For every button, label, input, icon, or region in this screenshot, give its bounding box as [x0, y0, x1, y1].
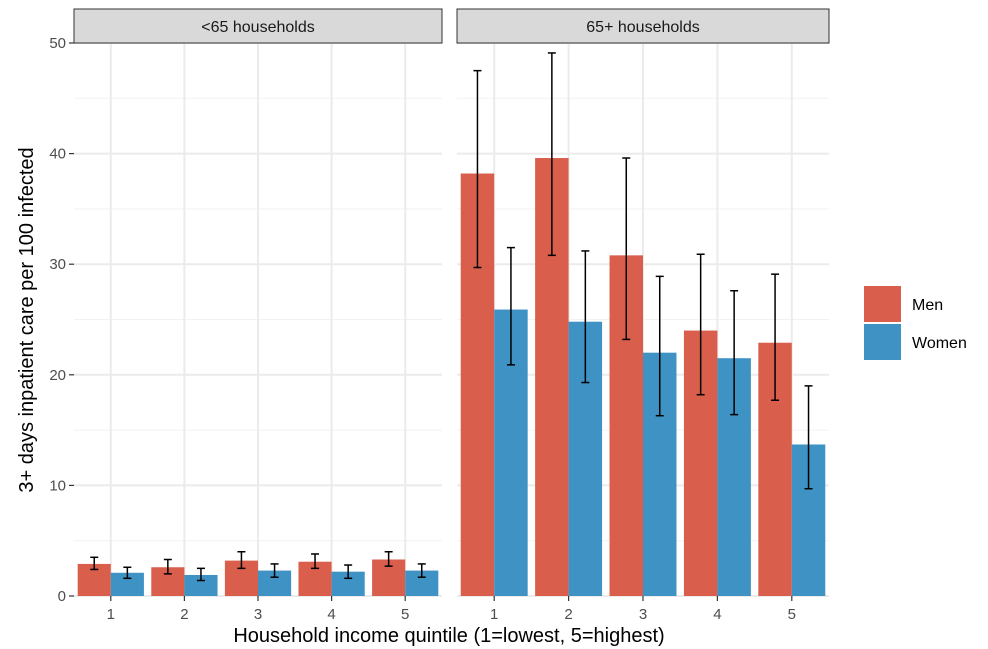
strip-label: 65+ households: [586, 19, 699, 36]
errorbar-men-1: [90, 556, 99, 571]
panel-2: 1 2 3 4 5 65+ households: [456, 8, 830, 623]
x-tick-label: 5: [788, 606, 796, 623]
y-axis-title: 3+ days inpatient care per 100 infected: [16, 147, 38, 492]
errorbar-men-1: [473, 69, 482, 269]
errorbar-men-3: [622, 157, 631, 341]
y-tick-label: 30: [49, 256, 66, 273]
strip-background: [73, 8, 443, 44]
x-tick-label: 1: [490, 606, 498, 623]
errorbar-women-1: [123, 566, 132, 580]
y-tick-label: 10: [49, 477, 66, 494]
y-axis: 0 10 20 30 40 50: [49, 35, 74, 605]
errorbar-women-3: [655, 275, 664, 417]
errorbar-women-1: [506, 246, 515, 366]
errorbar-women-5: [417, 563, 426, 578]
legend: Men Women: [864, 286, 967, 360]
errorbar-men-5: [384, 551, 393, 567]
x-tick-label: 3: [254, 606, 262, 623]
legend-key-women: [864, 324, 901, 360]
errorbar-men-4: [311, 553, 320, 570]
errorbar-men-2: [547, 52, 556, 257]
x-tick-label: 3: [639, 606, 647, 623]
strip-background: [456, 8, 830, 44]
panels-layer: 1 2 3 4 5 <65 households 1 2 3 4 5 65+ households: [73, 8, 830, 623]
errorbar-women-2: [196, 567, 205, 582]
errorbar-women-2: [581, 250, 590, 384]
x-axis-title: Household income quintile (1=lowest, 5=h…: [233, 625, 664, 647]
bar-women-2: [184, 574, 218, 596]
x-tick-label: 4: [713, 606, 721, 623]
legend-item-men: Men: [864, 286, 943, 322]
x-tick-label: 5: [401, 606, 409, 623]
errorbar-men-5: [771, 273, 780, 401]
panel-1: 1 2 3 4 5 <65 households: [73, 8, 443, 623]
errorbar-women-4: [344, 564, 353, 580]
legend-label-men: Men: [912, 297, 943, 314]
y-tick-label: 0: [58, 588, 66, 605]
x-tick-label: 4: [327, 606, 335, 623]
errorbar-women-5: [804, 385, 813, 490]
legend-label-women: Women: [912, 335, 967, 352]
errorbar-men-3: [237, 551, 246, 570]
x-tick-label: 2: [180, 606, 188, 623]
errorbar-men-4: [696, 253, 705, 396]
strip-label: <65 households: [201, 19, 314, 36]
legend-item-women: Women: [864, 324, 967, 360]
x-tick-label: 1: [107, 606, 115, 623]
y-tick-label: 40: [49, 146, 66, 163]
y-tick-label: 20: [49, 367, 66, 384]
x-tick-label: 2: [564, 606, 572, 623]
legend-key-men: [864, 286, 901, 322]
errorbar-men-2: [163, 558, 172, 575]
y-tick-label: 50: [49, 35, 66, 52]
errorbar-women-4: [730, 289, 739, 416]
bar-women-1: [110, 572, 144, 596]
errorbar-women-3: [270, 563, 279, 578]
